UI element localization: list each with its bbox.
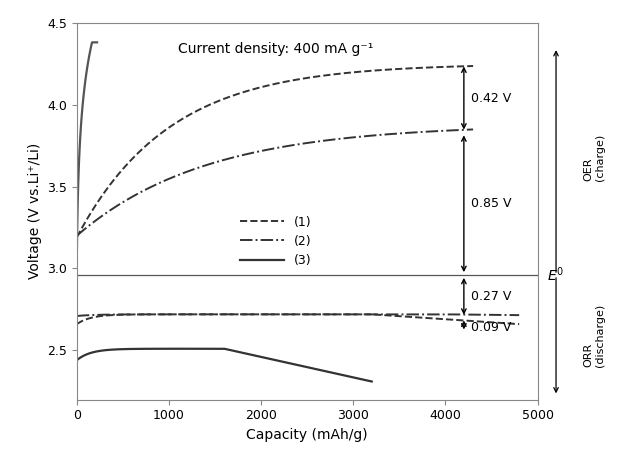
Legend: (1), (2), (3): (1), (2), (3) — [235, 211, 317, 272]
Text: 0.42 V: 0.42 V — [471, 92, 511, 104]
Y-axis label: Voltage (V vs.Li⁺/Li): Voltage (V vs.Li⁺/Li) — [28, 143, 42, 279]
Text: ORR
(discharge): ORR (discharge) — [584, 304, 605, 367]
Text: 0.85 V: 0.85 V — [471, 197, 512, 210]
X-axis label: Capacity (mAh/g): Capacity (mAh/g) — [246, 428, 368, 442]
Text: Current density: 400 mA g⁻¹: Current density: 400 mA g⁻¹ — [178, 42, 374, 55]
Text: 0.09 V: 0.09 V — [471, 321, 511, 334]
Text: OER
(charge): OER (charge) — [584, 133, 605, 181]
Text: 0.27 V: 0.27 V — [471, 290, 511, 303]
Text: $E^0$: $E^0$ — [547, 266, 564, 284]
